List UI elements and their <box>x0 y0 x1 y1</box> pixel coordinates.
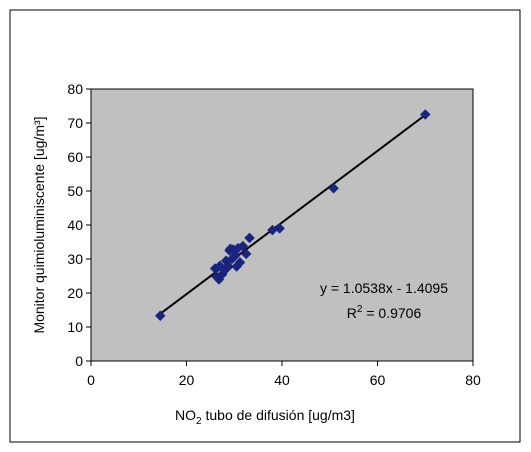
x-axis: 0 20 40 60 80 <box>87 360 481 388</box>
y-tick-label: 40 <box>67 217 83 233</box>
trendline <box>159 114 426 315</box>
y-tick-label: 80 <box>67 81 83 97</box>
y-tick-label: 60 <box>67 149 83 165</box>
data-point <box>419 109 431 120</box>
data-point <box>154 310 166 322</box>
data-point <box>274 223 285 234</box>
x-axis-title-rest: tubo de difusión [ug/m3] <box>202 407 355 423</box>
data-point <box>234 257 246 268</box>
y-tick-label: 10 <box>67 319 83 335</box>
data-point <box>244 232 255 244</box>
r-squared-label: R2 = 0.9706 <box>347 304 422 321</box>
y-axis-title: Monitor quimioluminiscente [ug/m³] <box>31 116 47 333</box>
y-tick-label: 70 <box>67 115 83 131</box>
x-axis-title-subscript: 2 <box>196 416 202 427</box>
data-point <box>237 240 249 252</box>
y-tick-label: 50 <box>67 183 83 199</box>
r-squared-exponent: 2 <box>357 304 363 315</box>
x-tick-label: 0 <box>87 372 95 388</box>
r-squared-value: = 0.9706 <box>362 305 421 321</box>
x-tick-label: 40 <box>274 372 290 388</box>
data-point <box>223 261 234 272</box>
x-axis-title-prefix: NO <box>175 407 196 423</box>
x-tick-label: 80 <box>465 372 481 388</box>
y-tick-label: 30 <box>67 251 83 267</box>
y-tick-label: 0 <box>75 353 83 369</box>
trendline-equation: y = 1.0538x - 1.4095 <box>320 280 448 296</box>
x-tick-label: 60 <box>370 372 386 388</box>
r-squared-symbol: R <box>347 305 357 321</box>
data-point <box>328 182 339 194</box>
data-point <box>240 248 252 260</box>
plot-area <box>90 88 474 362</box>
x-axis-title: NO2 tubo de difusión [ug/m3] <box>175 407 355 427</box>
y-tick-label: 20 <box>67 285 83 301</box>
y-axis: 0 10 20 30 40 50 60 70 80 <box>67 81 92 369</box>
data-points <box>154 109 431 322</box>
x-tick-label: 20 <box>179 372 195 388</box>
